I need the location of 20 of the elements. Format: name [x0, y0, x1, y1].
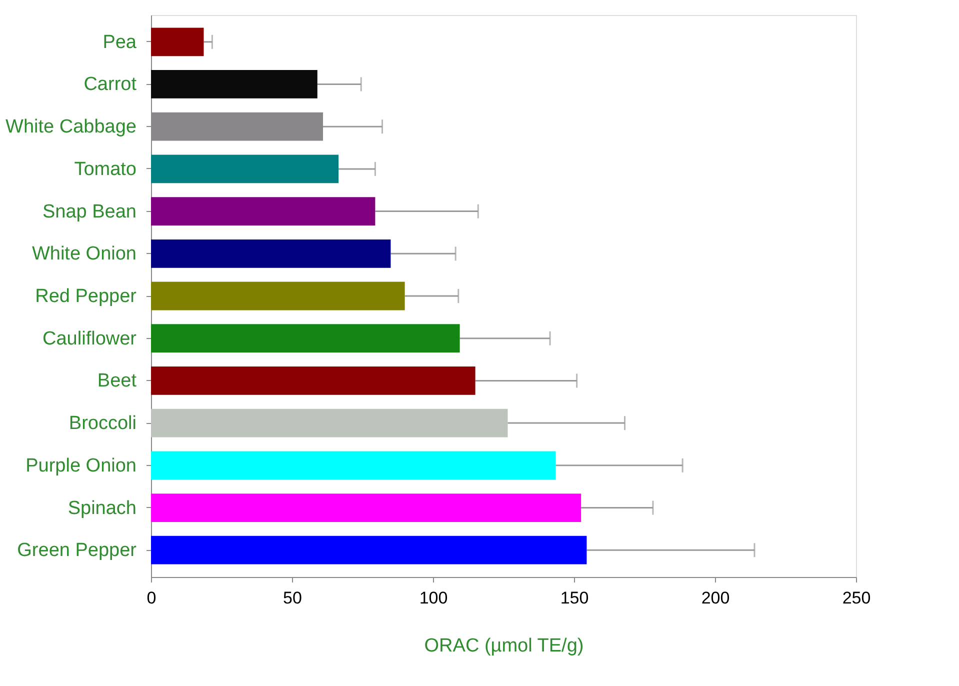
- y-tick-label: Snap Bean: [42, 201, 136, 222]
- x-tick-label: 100: [419, 588, 448, 608]
- y-tick-label: Cauliflower: [42, 328, 138, 350]
- y-tick-label: Purple Onion: [26, 455, 136, 476]
- y-tick-label: Beet: [97, 370, 138, 392]
- y-tick-label: Pea: [102, 32, 137, 53]
- y-tick-label: White Cabbage: [6, 116, 136, 138]
- y-tick-label: Tomato: [74, 158, 136, 180]
- x-tick-label: 0: [146, 588, 156, 608]
- x-tick-label: 150: [560, 588, 589, 608]
- y-tick-label: Red Pepper: [35, 286, 138, 307]
- y-tick-label: Green Pepper: [17, 540, 138, 562]
- x-axis-title: ORAC (µmol TE/g): [424, 636, 584, 656]
- y-tick-label: Broccoli: [68, 413, 136, 434]
- y-tick-label: Spinach: [68, 498, 136, 519]
- y-tick-label: Carrot: [84, 74, 138, 96]
- x-tick-label: 50: [283, 588, 302, 608]
- y-tick-label: White Onion: [32, 244, 136, 265]
- x-tick-label: 250: [842, 588, 871, 608]
- x-tick-label: 200: [701, 588, 730, 608]
